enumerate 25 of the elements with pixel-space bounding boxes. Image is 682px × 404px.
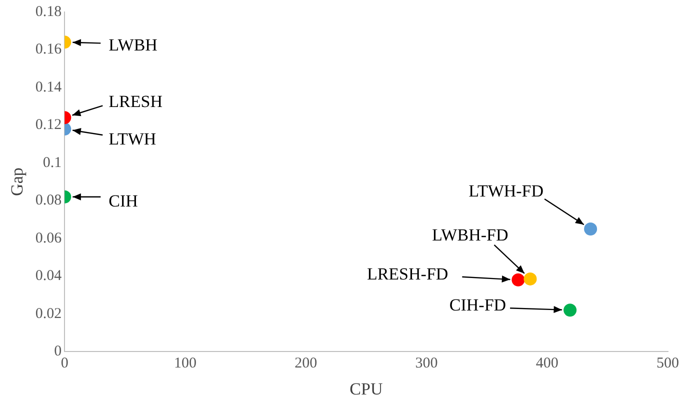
annotation: CIH (108, 191, 138, 210)
annotation: LWBH (108, 36, 158, 55)
y-axis-title: Gap (8, 168, 27, 196)
annotation: CIH-FD (449, 296, 506, 315)
x-tick-label: 100 (174, 356, 197, 372)
y-tick-label: 0.08 (35, 192, 62, 209)
annotation: LTWH-FD (468, 181, 544, 200)
y-tick-label: 0.04 (35, 268, 62, 284)
x-tick-label: 300 (415, 356, 438, 372)
x-tick-label: 200 (294, 356, 318, 372)
y-tick-label: 0.18 (35, 4, 62, 20)
y-tick-label: 0.1 (42, 154, 62, 171)
annotation: LTWH (108, 129, 156, 148)
x-axis-title: CPU (350, 379, 383, 398)
y-tick-label: 0.12 (35, 117, 62, 134)
annotation: LRESH-FD (366, 264, 448, 284)
x-tick-label: 400 (536, 356, 558, 372)
y-tick-label: 0.14 (35, 79, 62, 96)
x-tick-label: 500 (656, 356, 679, 372)
y-tick-label: 0.16 (35, 42, 62, 58)
annotation: LWBH-FD (432, 225, 508, 244)
annotation: LRESH (108, 92, 162, 112)
y-tick-label: 0.02 (35, 306, 62, 322)
y-tick-label: 0.06 (35, 230, 62, 246)
y-tick-label: 0 (54, 344, 62, 360)
